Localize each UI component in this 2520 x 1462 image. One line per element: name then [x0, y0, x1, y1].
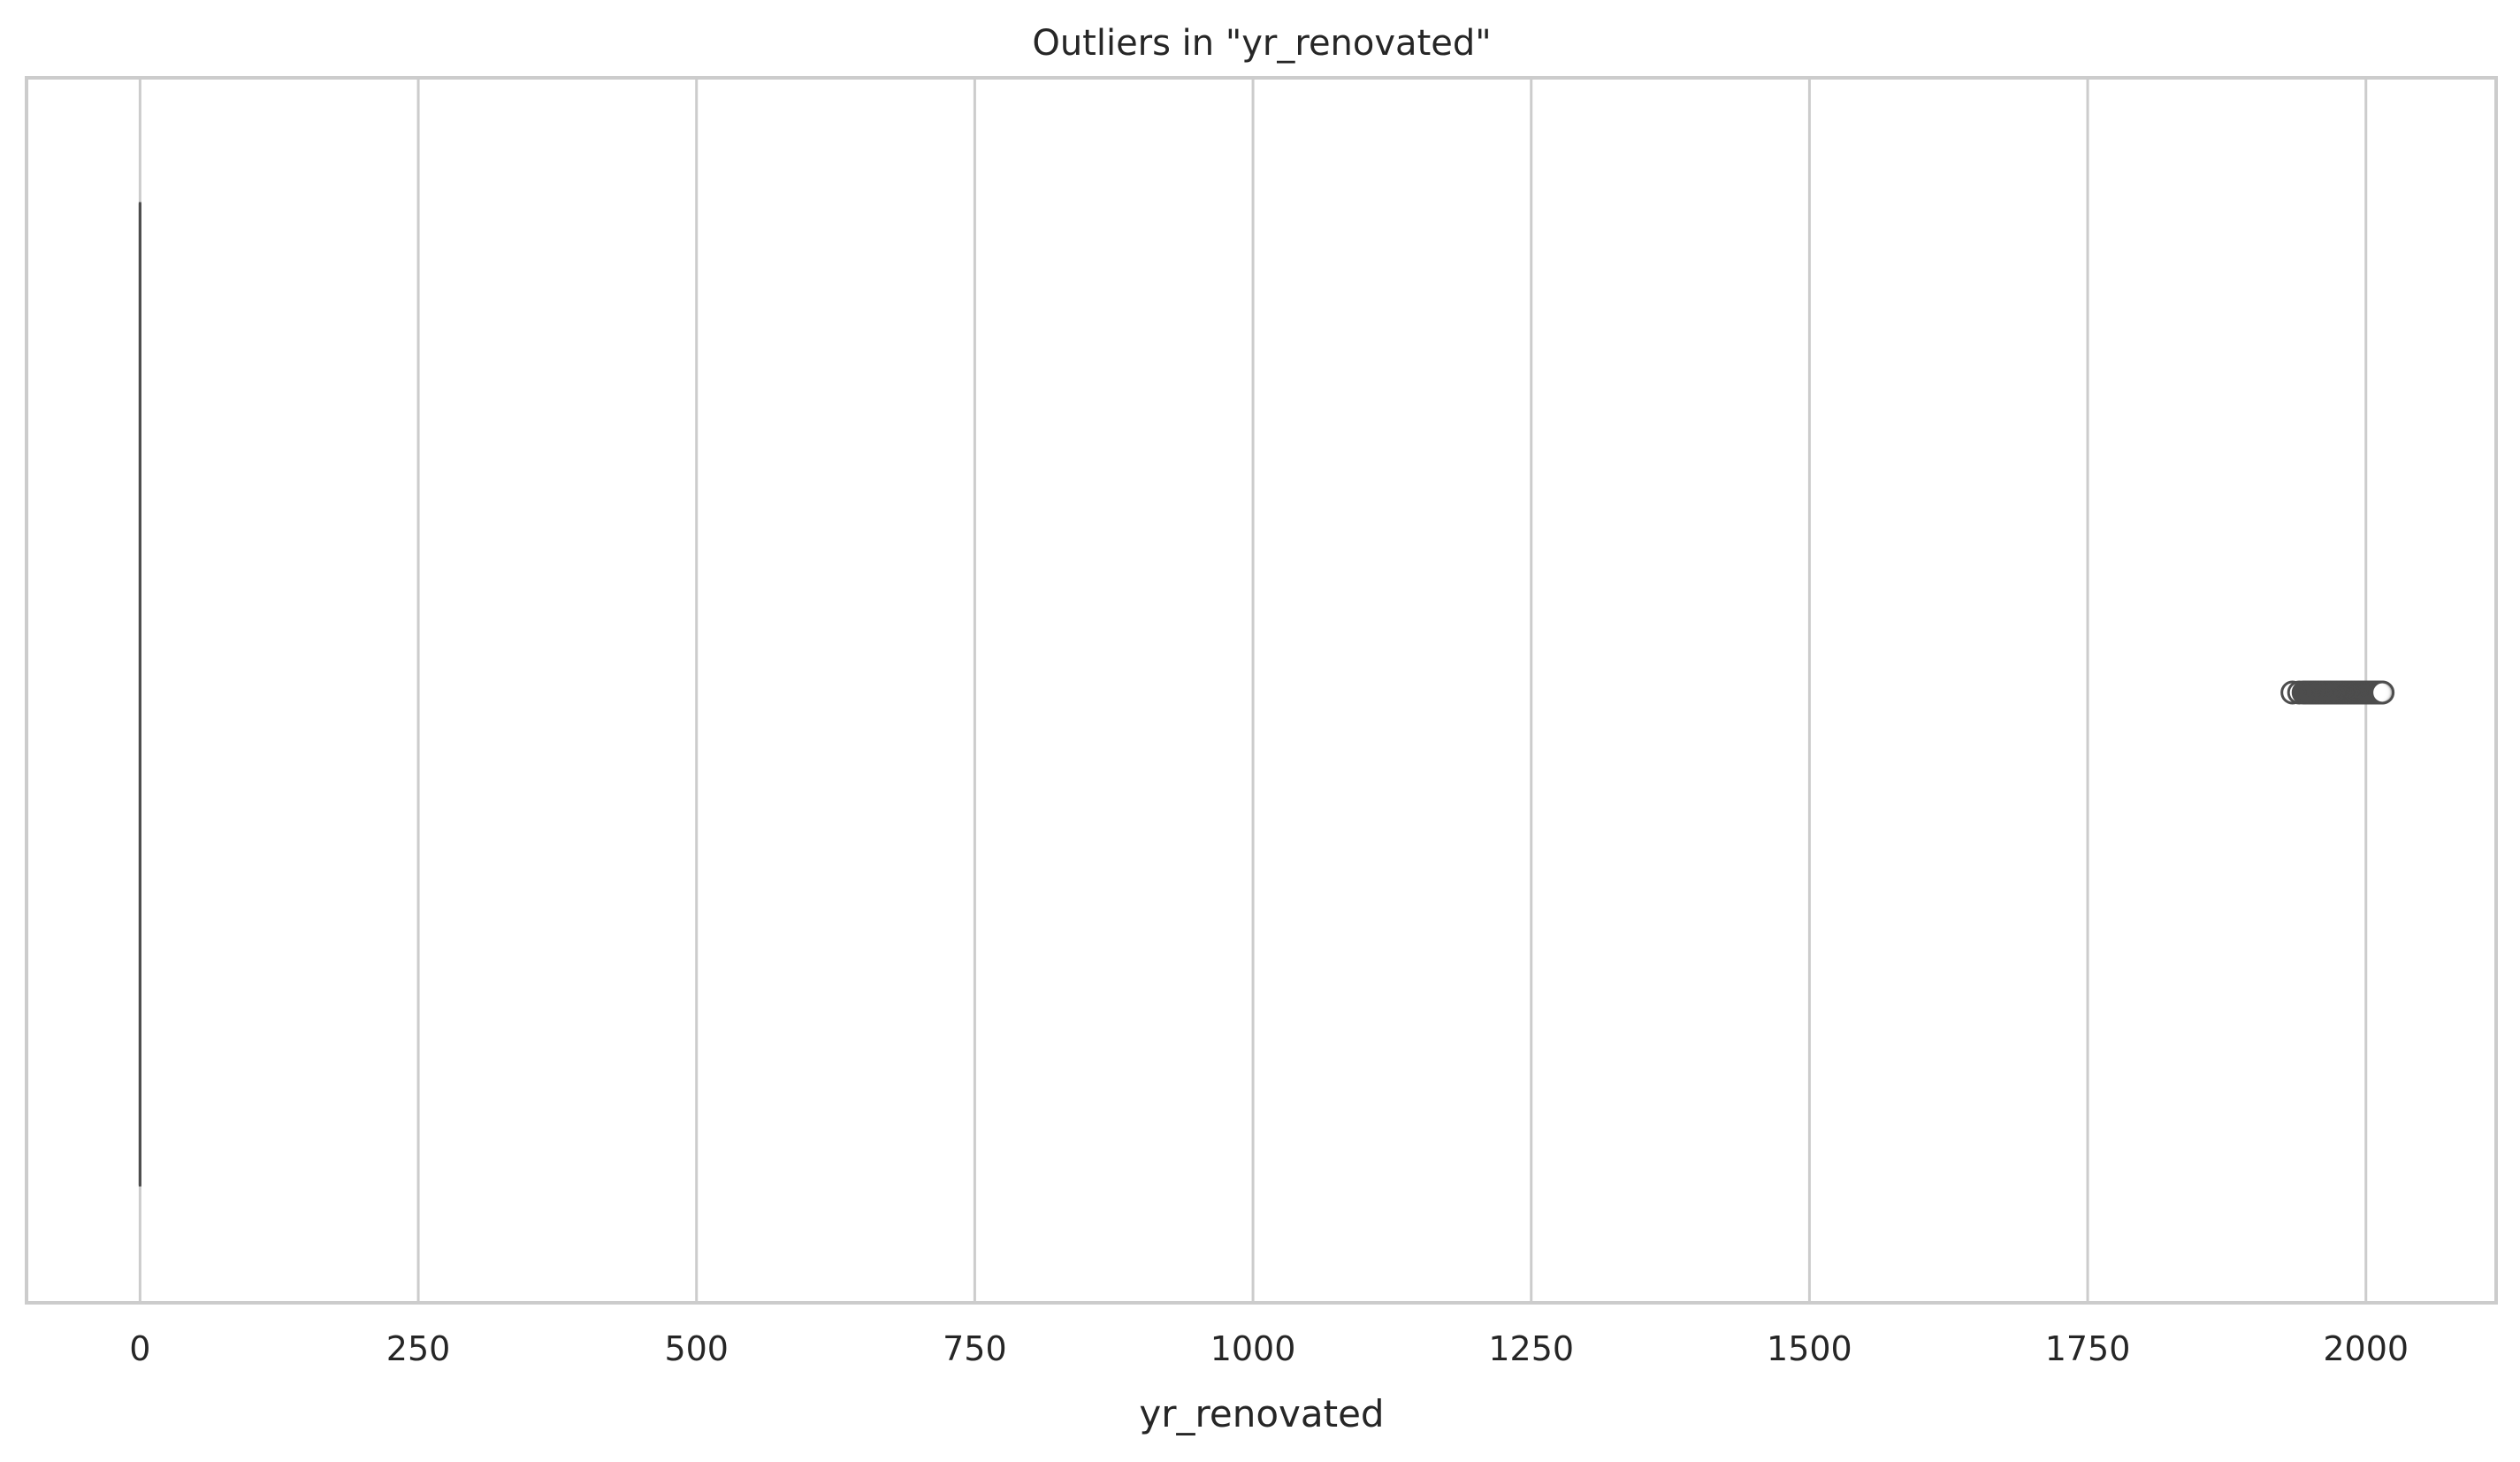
x-tick-label: 0	[129, 1329, 150, 1368]
plot-frame	[25, 76, 2498, 1305]
x-tick-label: 750	[943, 1329, 1007, 1368]
x-tick-label: 1750	[2045, 1329, 2131, 1368]
plot-data	[138, 202, 2395, 1187]
outlier-point	[2371, 680, 2395, 705]
x-tick-labels: 0 250 500 750 1000 1250 1500 1750 2000	[129, 1329, 2409, 1368]
x-tick-label: 2000	[2323, 1329, 2409, 1368]
x-tick-label: 500	[664, 1329, 729, 1368]
x-tick-label: 1500	[1767, 1329, 1852, 1368]
chart-title: Outliers in "yr_renovated"	[1032, 23, 1491, 64]
grid-lines	[138, 78, 2368, 1303]
x-tick-label: 250	[386, 1329, 451, 1368]
x-axis-label: yr_renovated	[1139, 1392, 1384, 1435]
x-tick-label: 1250	[1488, 1329, 1574, 1368]
x-tick-label: 1000	[1210, 1329, 1296, 1368]
